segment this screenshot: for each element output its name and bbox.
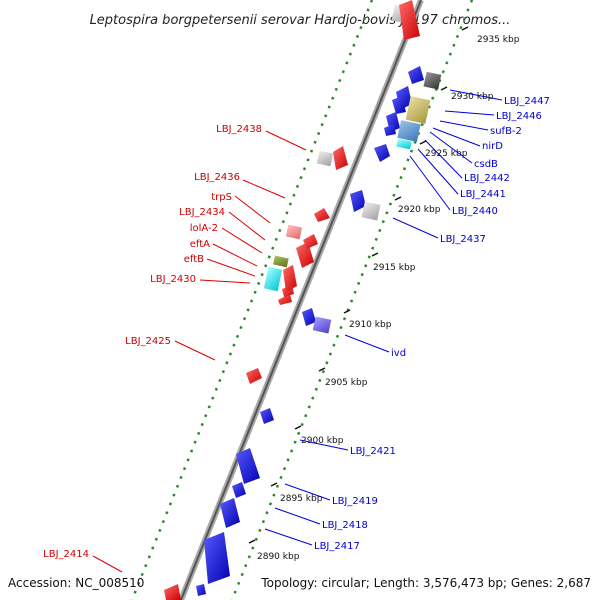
chromosome-backbone xyxy=(178,0,424,600)
gene-top-red xyxy=(399,0,420,40)
topology-summary: Topology: circular; Length: 3,576,473 bp… xyxy=(260,576,591,590)
gene-lola-2 xyxy=(296,242,314,268)
gene-lbj-2438-grey xyxy=(316,150,334,167)
gene-ivd-violet xyxy=(312,316,332,334)
gene-lbj-2417 xyxy=(204,532,230,584)
gene-label: LBJ_2418 xyxy=(322,520,368,531)
gene-ivd xyxy=(302,308,316,326)
gene-lbj-2447 xyxy=(408,66,424,84)
kbp-label: 2915 kbp xyxy=(373,263,416,273)
gene-lbj-2446 xyxy=(392,96,406,114)
genes-reverse-strand xyxy=(196,66,442,596)
gene-label: LBJ_2417 xyxy=(314,541,360,552)
kbp-label: 2935 kbp xyxy=(477,35,520,45)
gene-label: LBJ_2434 xyxy=(179,207,225,218)
gene-label: csdB xyxy=(474,159,498,170)
gene-lbj-2421 xyxy=(236,448,260,484)
gene-efta xyxy=(273,255,289,268)
gene-label: LBJ_2419 xyxy=(332,496,378,507)
gene-label: LBJ_2414 xyxy=(43,549,89,560)
gene-label: LBJ_2442 xyxy=(464,173,510,184)
gene-lbj-2436 xyxy=(314,208,330,222)
gene-lbj-2437-grey xyxy=(361,201,381,221)
gene-label: eftA xyxy=(190,239,210,250)
kbp-label: 2890 kbp xyxy=(257,552,300,562)
gene-lbj-2438 xyxy=(333,146,348,170)
gene-eftb xyxy=(263,266,283,292)
gene-lbj-2447-dark xyxy=(423,71,442,90)
gene-lbj-2414 xyxy=(164,584,181,600)
gene-label: LBJ_2421 xyxy=(350,446,396,457)
kbp-label: 2900 kbp xyxy=(301,436,344,446)
gene-label: LBJ_2430 xyxy=(150,274,196,285)
gene-lbj-2437 xyxy=(350,190,366,212)
gene-label: LBJ_2438 xyxy=(216,124,262,135)
kbp-label: 2905 kbp xyxy=(325,378,368,388)
leader-lines-left xyxy=(92,130,307,573)
kbp-label: 2895 kbp xyxy=(280,494,323,504)
accession-text: Accession: NC_008510 xyxy=(8,576,144,590)
kbp-label: 2920 kbp xyxy=(398,205,441,215)
gene-label: LBJ_2425 xyxy=(125,336,171,347)
gene-label: LBJ_2441 xyxy=(460,189,506,200)
gene-trps xyxy=(285,224,303,240)
gene-lbj-2434 xyxy=(303,234,318,249)
kbp-label: 2910 kbp xyxy=(349,320,392,330)
gene-label: nirD xyxy=(482,141,503,152)
gene-arrow xyxy=(278,294,292,305)
gene-label: ivd xyxy=(391,348,406,359)
gene-blue-small xyxy=(260,408,274,424)
gene-label: trpS xyxy=(211,192,232,203)
leader-lines-right xyxy=(264,89,503,546)
gene-lbj-2440 xyxy=(374,144,390,162)
left-dotted-track xyxy=(130,0,374,600)
kbp-label: 2930 kbp xyxy=(451,92,494,102)
gene-labels-right: LBJ_2447 LBJ_2446 sufB-2 nirD csdB LBJ_2… xyxy=(314,96,550,552)
gene-lbj-2418 xyxy=(220,498,240,528)
gene-lbj-2442 xyxy=(384,124,396,136)
gene-label: lolA-2 xyxy=(190,223,218,234)
gene-label: LBJ_2440 xyxy=(452,206,498,217)
gene-lbj-2419 xyxy=(232,482,246,498)
gene-lbj-2430 xyxy=(283,265,297,292)
gene-csdb xyxy=(397,120,421,142)
gene-label: LBJ_2446 xyxy=(496,111,542,122)
gene-label: LBJ_2447 xyxy=(504,96,550,107)
gene-label: LBJ_2437 xyxy=(440,234,486,245)
genes-forward-strand xyxy=(164,0,420,600)
gene-label: LBJ_2436 xyxy=(194,172,240,183)
map-title: Leptospira borgpetersenii serovar Hardjo… xyxy=(90,13,511,28)
kbp-scale: 2935 kbp 2930 kbp 2925 kbp 2920 kbp 2915… xyxy=(248,26,520,562)
gene-lbj-2441 xyxy=(396,138,412,150)
gene-label: eftB xyxy=(184,254,204,265)
right-dotted-track xyxy=(230,0,474,600)
gene-bottom-blue xyxy=(196,584,206,596)
gene-labels-left: LBJ_2438 LBJ_2436 trpS LBJ_2434 lolA-2 e… xyxy=(43,124,262,560)
kbp-label: 2925 kbp xyxy=(425,149,468,159)
gene-lbj-2425 xyxy=(246,368,262,384)
gene-sufb-2 xyxy=(405,96,431,124)
gene-label: sufB-2 xyxy=(490,126,522,137)
